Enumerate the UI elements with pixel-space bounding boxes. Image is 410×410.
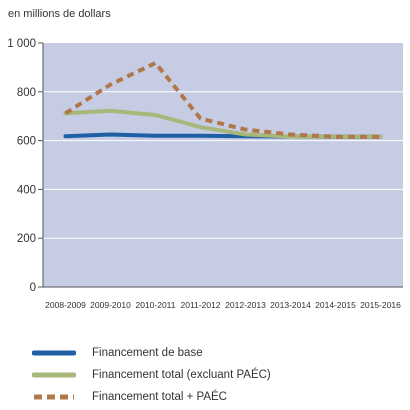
legend-label: Financement total (excluant PAÉC) <box>92 369 271 381</box>
legend-item: Financement total + PAÉC <box>32 386 271 408</box>
legend-swatch <box>32 350 76 356</box>
x-tick-label: 2012-2013 <box>225 300 266 310</box>
y-tick-label: 1 000 <box>7 38 36 50</box>
y-tick-label: 0 <box>30 282 36 294</box>
series-line <box>64 61 381 139</box>
x-tick-label: 2010-2011 <box>135 300 175 310</box>
y-tick-label: 400 <box>17 184 36 196</box>
legend-label: Financement total + PAÉC <box>92 391 227 403</box>
x-tick-label: 2008-2009 <box>45 300 86 310</box>
gridlines <box>42 43 403 288</box>
plot-background <box>43 43 403 287</box>
x-axis-ticks: 2008-2009 2009-2010 2010-2011 2011-2012 2012… <box>45 300 401 310</box>
series-lines <box>63 61 383 139</box>
x-tick-label: 2015-2016 <box>360 300 401 310</box>
x-tick-label: 2014-2015 <box>315 300 356 310</box>
legend-swatch <box>34 394 74 400</box>
legend-swatch <box>32 372 76 378</box>
line-chart: 0 200 400 600 800 1 000 2008-2009 2009-2010 201… <box>7 38 403 310</box>
y-axis-ticks: 0 200 400 600 800 1 000 <box>7 38 43 294</box>
x-tick-label: 2009-2010 <box>90 300 131 310</box>
y-tick-label: 600 <box>17 136 36 148</box>
y-axis-unit-label: en millions de dollars <box>8 8 111 20</box>
legend-label: Financement de base <box>92 347 203 359</box>
legend: Financement de base Financement total (ex… <box>32 342 271 408</box>
legend-item: Financement total (excluant PAÉC) <box>32 364 271 386</box>
y-tick-label: 800 <box>17 87 36 99</box>
legend-item: Financement de base <box>32 342 271 364</box>
x-tick-label: 2011-2012 <box>180 300 220 310</box>
y-tick-label: 200 <box>17 233 36 245</box>
x-tick-label: 2013-2014 <box>270 300 311 310</box>
